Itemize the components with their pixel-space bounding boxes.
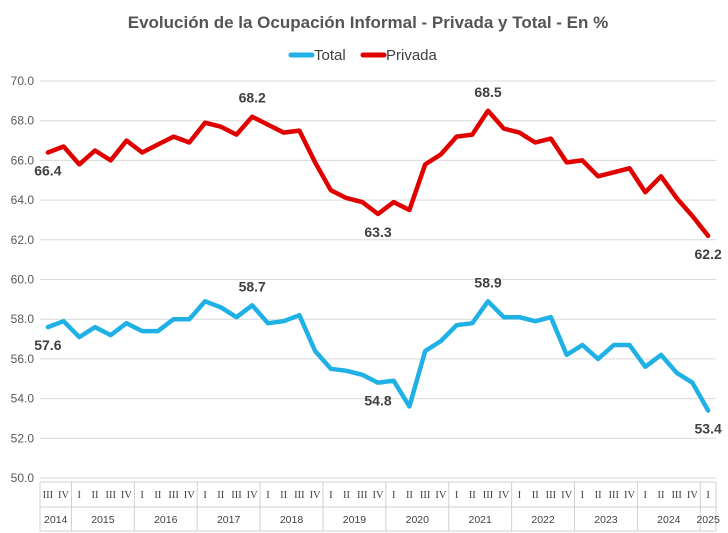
y-tick-label: 56.0 <box>11 352 35 366</box>
year-tick-label: 2023 <box>594 514 618 526</box>
data-label-privada: 66.4 <box>34 162 61 178</box>
quarter-tick-label: I <box>203 490 207 501</box>
quarter-tick-label: II <box>595 490 602 501</box>
legend-label-total: Total <box>314 47 346 64</box>
year-tick-label: 2016 <box>154 514 178 526</box>
series-line-privada <box>45 108 711 239</box>
year-tick-label: 2018 <box>280 514 304 526</box>
quarter-tick-label: III <box>231 490 242 501</box>
data-label-total: 58.7 <box>239 278 266 294</box>
quarter-tick-label: I <box>140 490 144 501</box>
quarter-tick-label: III <box>168 490 179 501</box>
year-tick-label: 2024 <box>657 514 681 526</box>
data-labels: 57.6 58.7 54.8 58.9 53.4 66.4 68.2 63.3 68.5 62.2 <box>34 84 722 437</box>
chart-title: Evolución de la Ocupación Informal - Pri… <box>128 13 609 32</box>
quarter-tick-label: III <box>357 490 368 501</box>
data-label-privada: 68.2 <box>239 90 266 106</box>
y-tick-label: 60.0 <box>11 273 35 287</box>
data-label-total: 54.8 <box>364 393 391 409</box>
quarter-tick-label: IV <box>184 490 195 501</box>
quarter-tick-label: II <box>469 490 476 501</box>
quarter-tick-label: II <box>154 490 161 501</box>
quarter-tick-label: IV <box>561 490 572 501</box>
quarter-tick-label: I <box>392 490 396 501</box>
quarter-tick-label: IV <box>372 490 383 501</box>
quarter-tick-label: IV <box>498 490 509 501</box>
quarter-tick-label: I <box>518 490 522 501</box>
series-lines <box>45 108 711 413</box>
quarter-tick-label: II <box>217 490 224 501</box>
quarter-tick-label: I <box>644 490 648 501</box>
quarter-tick-label: III <box>294 490 305 501</box>
quarter-tick-label: I <box>455 490 459 501</box>
data-label-total: 58.9 <box>474 274 501 290</box>
data-label-total: 57.6 <box>34 337 61 353</box>
quarter-tick-label: II <box>343 490 350 501</box>
quarter-tick-label: IV <box>310 490 321 501</box>
y-tick-label: 54.0 <box>11 392 35 406</box>
year-tick-label: 2015 <box>91 514 115 526</box>
quarter-tick-label: III <box>546 490 557 501</box>
year-tick-label: 2020 <box>406 514 430 526</box>
quarter-tick-label: IV <box>121 490 132 501</box>
quarter-tick-label: II <box>657 490 664 501</box>
quarter-tick-label: III <box>671 490 682 501</box>
quarter-tick-label: I <box>329 490 333 501</box>
series-line-total <box>45 299 711 413</box>
y-tick-label: 62.0 <box>11 233 35 247</box>
quarter-tick-label: II <box>532 490 539 501</box>
quarter-tick-label: I <box>706 490 710 501</box>
quarter-tick-label: II <box>280 490 287 501</box>
y-tick-label: 68.0 <box>11 114 35 128</box>
quarter-tick-label: I <box>266 490 270 501</box>
data-label-total: 53.4 <box>695 421 722 437</box>
y-tick-label: 58.0 <box>11 312 35 326</box>
data-label-privada: 63.3 <box>364 224 391 240</box>
quarter-tick-label: III <box>420 490 431 501</box>
y-tick-label: 50.0 <box>11 471 35 485</box>
quarter-tick-label: III <box>483 490 494 501</box>
quarter-tick-label: IV <box>687 490 698 501</box>
year-tick-label: 2021 <box>469 514 493 526</box>
y-tick-label: 52.0 <box>11 431 35 445</box>
quarter-tick-label: IV <box>58 490 69 501</box>
y-axis: 70.0 68.0 66.0 64.0 62.0 60.0 58.0 56.0 54.0 52.0… <box>11 74 35 485</box>
year-tick-label: 2019 <box>343 514 367 526</box>
quarter-tick-label: II <box>92 490 99 501</box>
quarter-tick-label: IV <box>624 490 635 501</box>
quarter-tick-label: IV <box>435 490 446 501</box>
y-tick-label: 70.0 <box>11 74 35 88</box>
data-label-privada: 68.5 <box>474 84 501 100</box>
y-tick-label: 64.0 <box>11 193 35 207</box>
quarter-tick-label: I <box>78 490 82 501</box>
quarter-tick-label: I <box>581 490 585 501</box>
data-label-privada: 62.2 <box>695 246 722 262</box>
year-tick-label: 2017 <box>217 514 241 526</box>
quarter-tick-label: II <box>406 490 413 501</box>
legend: Total Privada <box>288 47 438 64</box>
y-tick-label: 66.0 <box>11 153 35 167</box>
quarter-tick-label: III <box>105 490 116 501</box>
quarter-tick-label: IV <box>247 490 258 501</box>
legend-label-privada: Privada <box>386 47 438 64</box>
x-axis: III IV I II III IV I II III IV I II III IV I II III IV I II… <box>39 481 720 532</box>
year-tick-label: 2022 <box>531 514 555 526</box>
quarter-tick-label: III <box>609 490 620 501</box>
gridlines <box>40 80 716 479</box>
year-tick-label: 2014 <box>44 514 68 526</box>
quarter-tick-label: III <box>43 490 54 501</box>
year-tick-label: 2025 <box>696 514 720 526</box>
